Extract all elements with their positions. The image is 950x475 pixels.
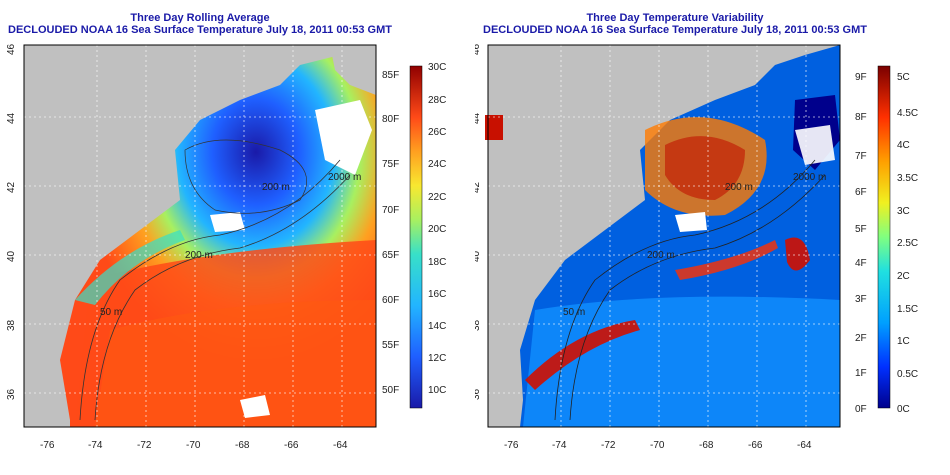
left-x-tick: -70 bbox=[186, 440, 201, 451]
right-y-tick: 44 bbox=[475, 112, 482, 124]
left-map-frame bbox=[23, 44, 377, 428]
left-cb-c: 22C bbox=[428, 192, 446, 203]
right-cb-c: 1C bbox=[897, 336, 910, 347]
left-cb-f: 85F bbox=[382, 70, 399, 81]
left-cb-f: 80F bbox=[382, 114, 399, 125]
left-cb-c: 30C bbox=[428, 62, 446, 73]
right-cb-f: 5F bbox=[855, 224, 867, 235]
right-x-tick: -74 bbox=[552, 440, 567, 451]
left-x-tick: -66 bbox=[284, 440, 299, 451]
left-cb-f: 75F bbox=[382, 159, 399, 170]
left-y-tick: 40 bbox=[6, 250, 17, 262]
right-cb-c: 0C bbox=[897, 404, 910, 415]
left-contour-label: 200 m bbox=[185, 250, 213, 261]
left-y-tick: 36 bbox=[6, 388, 17, 400]
right-cb-f: 6F bbox=[855, 187, 867, 198]
left-cb-f: 60F bbox=[382, 295, 399, 306]
right-contour-label: 200 m bbox=[647, 250, 675, 261]
right-y-tick: 36 bbox=[475, 388, 482, 400]
left-x-tick: -72 bbox=[137, 440, 152, 451]
right-map-frame bbox=[485, 44, 841, 428]
left-cb-f: 55F bbox=[382, 340, 399, 351]
left-cb-c: 26C bbox=[428, 127, 446, 138]
right-cb-c: 4C bbox=[897, 140, 910, 151]
right-colorbar: 9F 8F 7F 6F 5F 4F 3F 2F 1F 0F 5C 4.5C 4C… bbox=[855, 65, 918, 415]
left-cb-f: 50F bbox=[382, 385, 399, 396]
right-title: Three Day Temperature Variability DECLOU… bbox=[475, 12, 875, 36]
left-cb-c: 12C bbox=[428, 353, 446, 364]
left-cb-f: 70F bbox=[382, 205, 399, 216]
right-cb-f: 3F bbox=[855, 294, 867, 305]
right-contour-label: 50 m bbox=[563, 307, 585, 318]
left-x-tick: -74 bbox=[88, 440, 103, 451]
right-contour-label: 2000 m bbox=[793, 172, 826, 183]
right-x-tick: -70 bbox=[650, 440, 665, 451]
right-x-tick: -76 bbox=[504, 440, 519, 451]
right-y-tick: 38 bbox=[475, 319, 482, 331]
left-contour-label: 2000 m bbox=[328, 172, 361, 183]
right-cb-c: 5C bbox=[897, 72, 910, 83]
right-title-line2: DECLOUDED NOAA 16 Sea Surface Temperatur… bbox=[483, 24, 867, 36]
left-y-tick: 44 bbox=[6, 112, 17, 124]
right-y-axis: 36 38 40 42 44 46 bbox=[475, 43, 482, 400]
left-x-axis: -76 -74 -72 -70 -68 -66 -64 bbox=[40, 440, 348, 451]
left-y-tick: 38 bbox=[6, 319, 17, 331]
left-cb-f: 65F bbox=[382, 250, 399, 261]
right-cb-f: 9F bbox=[855, 72, 867, 83]
left-colorbar: 85F 80F 75F 70F 65F 60F 55F 50F 30C 28C … bbox=[382, 62, 446, 409]
right-cb-f: 2F bbox=[855, 333, 867, 344]
right-map: 200 m 50 m 200 m 2000 m -76 -74 -72 -70 … bbox=[475, 43, 918, 451]
left-cb-c: 18C bbox=[428, 257, 446, 268]
right-cb-c: 1.5C bbox=[897, 304, 918, 315]
left-y-tick: 46 bbox=[6, 43, 17, 55]
left-cb-c: 24C bbox=[428, 159, 446, 170]
left-cb-c: 16C bbox=[428, 289, 446, 300]
right-cb-c: 3C bbox=[897, 206, 910, 217]
right-cb-c: 4.5C bbox=[897, 108, 918, 119]
right-x-tick: -68 bbox=[699, 440, 714, 451]
left-x-tick: -64 bbox=[333, 440, 348, 451]
left-x-tick: -76 bbox=[40, 440, 55, 451]
left-contour-label: 200 m bbox=[262, 182, 290, 193]
right-y-tick: 40 bbox=[475, 250, 482, 262]
right-x-axis: -76 -74 -72 -70 -68 -66 -64 bbox=[504, 440, 812, 451]
right-y-tick: 46 bbox=[475, 43, 482, 55]
left-contour-labels: 200 m 50 m 200 m 2000 m bbox=[100, 172, 361, 318]
right-cb-f: 8F bbox=[855, 112, 867, 123]
right-cb-c: 2C bbox=[897, 271, 910, 282]
right-cb-f: 7F bbox=[855, 151, 867, 162]
right-contour-labels: 200 m 50 m 200 m 2000 m bbox=[563, 172, 826, 318]
left-title-line2: DECLOUDED NOAA 16 Sea Surface Temperatur… bbox=[8, 24, 392, 36]
left-cb-c: 20C bbox=[428, 224, 446, 235]
left-x-tick: -68 bbox=[235, 440, 250, 451]
right-cb-f: 1F bbox=[855, 368, 867, 379]
right-x-tick: -66 bbox=[748, 440, 763, 451]
right-cb-c: 0.5C bbox=[897, 369, 918, 380]
left-y-axis: 36 38 40 42 44 46 bbox=[6, 43, 17, 400]
right-x-tick: -72 bbox=[601, 440, 616, 451]
left-cb-c: 28C bbox=[428, 95, 446, 106]
right-y-tick: 42 bbox=[475, 181, 482, 193]
left-contour-label: 50 m bbox=[100, 307, 122, 318]
left-title-line1: Three Day Rolling Average bbox=[130, 12, 270, 24]
right-cb-c: 3.5C bbox=[897, 173, 918, 184]
left-cb-c: 14C bbox=[428, 321, 446, 332]
right-cb-c: 2.5C bbox=[897, 238, 918, 249]
left-map: 200 m 50 m 200 m 2000 m -76 -74 -72 -70 … bbox=[6, 43, 446, 451]
right-x-tick: -64 bbox=[797, 440, 812, 451]
right-cb-f: 0F bbox=[855, 404, 867, 415]
right-contour-label: 200 m bbox=[725, 182, 753, 193]
left-cb-c: 10C bbox=[428, 385, 446, 396]
right-title-line1: Three Day Temperature Variability bbox=[586, 12, 764, 24]
right-cb-f: 4F bbox=[855, 258, 867, 269]
left-y-tick: 42 bbox=[6, 181, 17, 193]
left-title: Three Day Rolling Average DECLOUDED NOAA… bbox=[0, 12, 400, 36]
